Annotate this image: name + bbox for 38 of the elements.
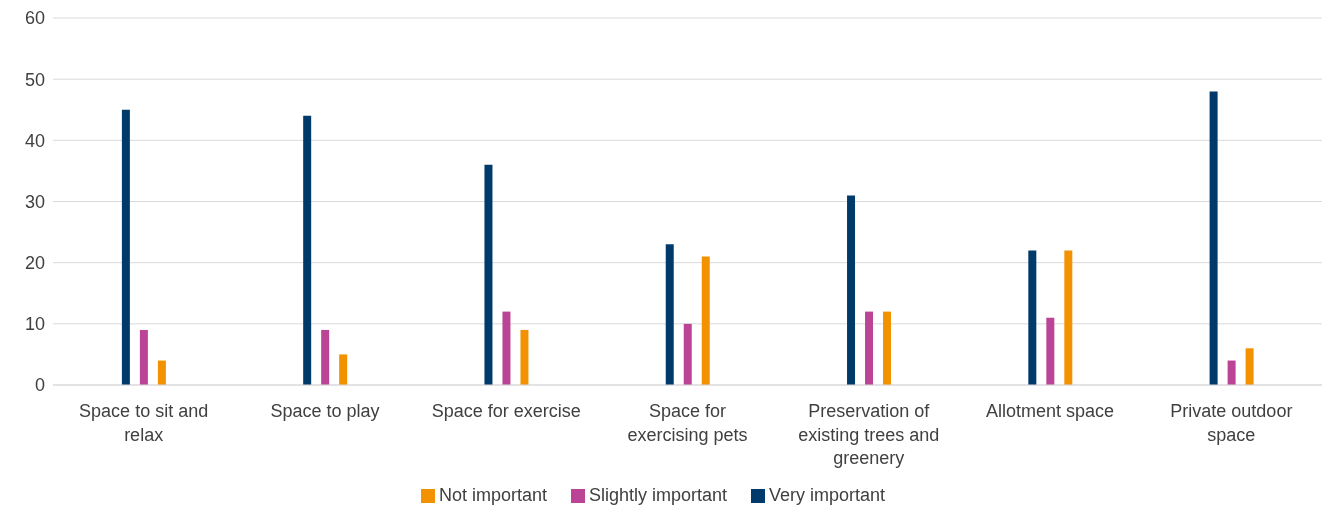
- bar: [701, 256, 710, 385]
- bar: [1046, 317, 1055, 385]
- bar: [303, 115, 312, 385]
- x-tick-label: Preservation of existing trees and greenery: [798, 401, 940, 468]
- bar: [683, 323, 692, 385]
- bar: [1209, 91, 1218, 385]
- bar: [1227, 360, 1236, 385]
- legend-label: Very important: [769, 485, 886, 505]
- bar: [883, 311, 892, 385]
- y-tick-label: 0: [34, 375, 45, 396]
- y-tick-label: 30: [24, 191, 45, 212]
- bar: [865, 311, 874, 385]
- legend-label: Slightly important: [588, 485, 728, 505]
- y-tick-label: 50: [24, 69, 45, 90]
- x-tick-label: Allotment space: [986, 401, 1115, 422]
- bar: [157, 360, 166, 385]
- y-tick-label: 60: [24, 8, 45, 29]
- bar: [1028, 250, 1037, 385]
- x-tick-label: Space for exercising pets: [627, 401, 748, 445]
- y-tick-label: 20: [24, 253, 45, 274]
- x-tick-label: Space for exercise: [431, 401, 581, 422]
- x-tick-label: Private outdoor space: [1170, 401, 1293, 445]
- bar: [321, 329, 330, 385]
- bar: [847, 195, 856, 385]
- legend-label: Not important: [438, 485, 547, 505]
- bar: [139, 329, 148, 385]
- bar: [502, 311, 511, 385]
- bar: [121, 109, 130, 385]
- bar: [665, 244, 674, 385]
- bar: [339, 354, 348, 385]
- x-tick-label: Space to play: [270, 401, 380, 422]
- bar: [1245, 348, 1254, 385]
- bar: [1064, 250, 1073, 385]
- y-tick-label: 10: [24, 314, 45, 335]
- x-tick-label: Space to sit and relax: [79, 401, 209, 445]
- bar: [520, 329, 529, 385]
- bar: [484, 164, 493, 385]
- y-tick-label: 40: [24, 130, 45, 151]
